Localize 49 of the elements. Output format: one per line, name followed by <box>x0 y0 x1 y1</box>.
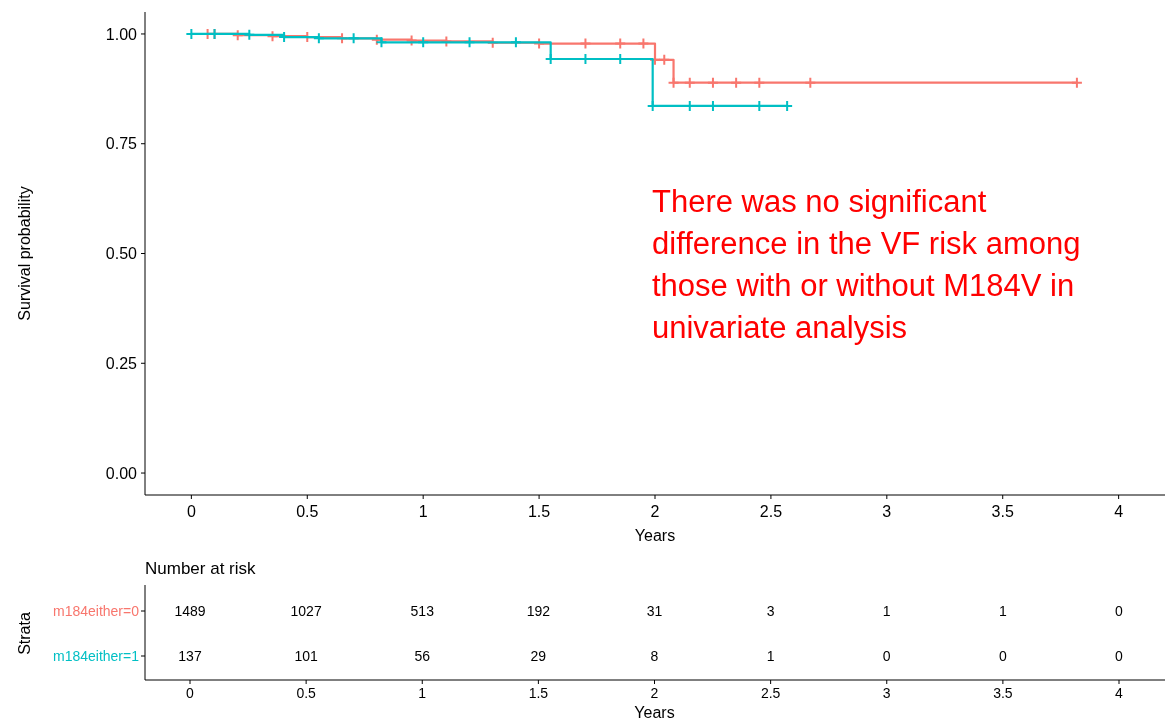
x-tick-label: 3 <box>882 503 892 520</box>
y-tick-label: 0.50 <box>105 245 138 263</box>
x-tick-label: 4 <box>1114 503 1124 520</box>
chart-title: Number at risk <box>145 559 257 578</box>
data-label: 0 <box>1115 602 1124 619</box>
data-label: 8 <box>650 647 659 664</box>
data-label: 1489 <box>174 602 206 619</box>
data-label: 0 <box>882 647 891 664</box>
data-label: 192 <box>526 602 551 619</box>
x-tick-label: 1.5 <box>528 685 549 701</box>
y-tick-label: m184either=0 <box>52 602 140 619</box>
x-tick-label: 2.5 <box>760 685 781 701</box>
data-label: 29 <box>530 647 547 664</box>
x-tick-label: 3 <box>882 685 891 701</box>
x-tick-label: 0.5 <box>296 503 319 520</box>
y-tick-label: 0.75 <box>105 135 138 153</box>
x-axis-title: Years <box>634 527 676 544</box>
x-tick-label: 3.5 <box>993 685 1013 701</box>
data-label: 137 <box>178 647 202 664</box>
y-tick-label: 0.00 <box>105 464 138 482</box>
y-axis-title: Survival probability <box>16 186 33 321</box>
data-label: 1027 <box>290 602 322 619</box>
data-label: 0 <box>1115 647 1124 664</box>
y-tick-label: 1.00 <box>105 25 138 43</box>
x-tick-label: 0 <box>186 503 196 520</box>
x-tick-label: 2.5 <box>759 503 783 520</box>
y-axis-title: Strata <box>16 612 33 655</box>
x-axis-title: Years <box>634 704 675 721</box>
y-tick-label: 0.25 <box>105 354 138 372</box>
data-label: 1 <box>882 602 891 619</box>
x-tick-label: 3.5 <box>991 503 1014 520</box>
data-label: 1 <box>998 602 1007 619</box>
x-tick-label: 0.5 <box>296 685 317 701</box>
x-tick-label: 2 <box>650 503 660 520</box>
data-label: 513 <box>410 602 435 619</box>
annotation: There was no significant difference in the VF risk among those with or without M184V in univariate analysis <box>652 184 1081 345</box>
x-tick-label: 1 <box>418 503 428 520</box>
data-label: 0 <box>998 647 1007 664</box>
data-label: 56 <box>414 647 431 664</box>
x-tick-label: 1.5 <box>527 503 551 520</box>
y-tick-label: m184either=1 <box>52 647 140 664</box>
data-label: 31 <box>646 602 663 619</box>
data-label: 3 <box>766 602 775 619</box>
data-label: 1 <box>766 647 775 664</box>
x-tick-label: 0 <box>186 685 195 701</box>
x-tick-label: 2 <box>650 685 659 701</box>
x-tick-label: 1 <box>418 685 427 701</box>
x-tick-label: 4 <box>1115 685 1124 701</box>
data-label: 101 <box>294 647 319 664</box>
